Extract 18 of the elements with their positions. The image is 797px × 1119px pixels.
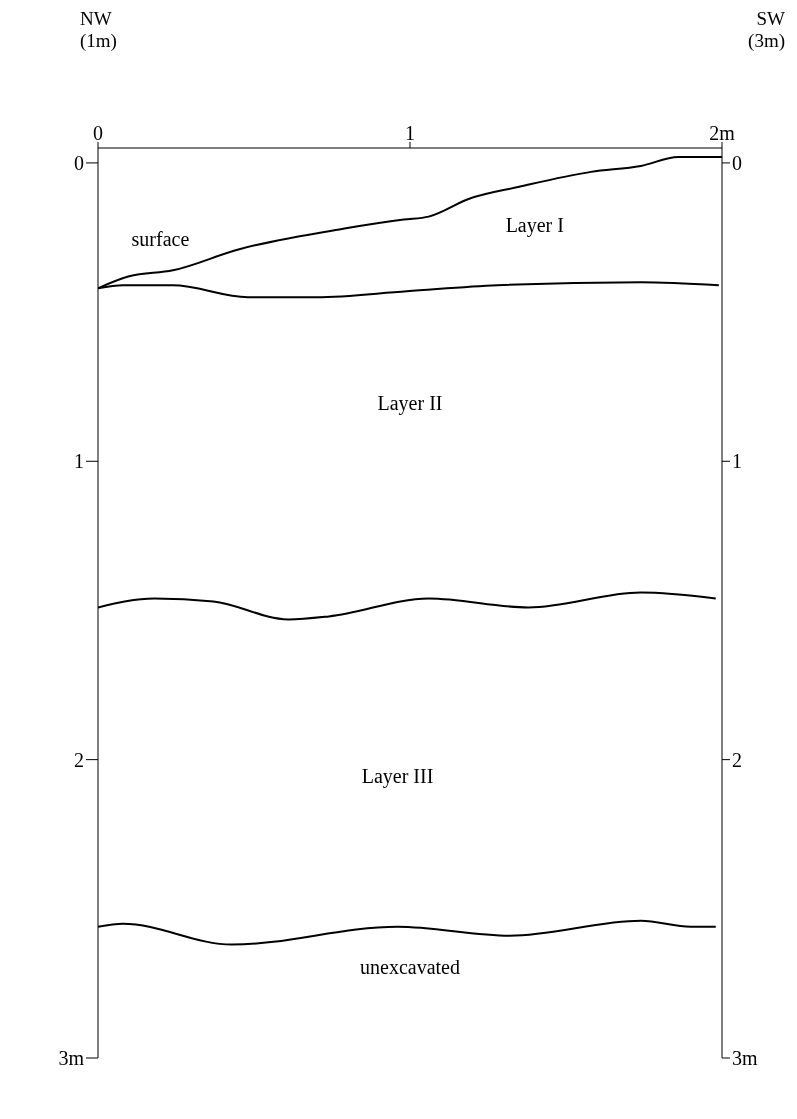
y2-tick-label: 1: [732, 450, 742, 473]
annotation: surface: [131, 227, 190, 251]
x-tick-label: 0: [93, 122, 103, 144]
y2-tick-label: 3m: [732, 1047, 758, 1070]
text: SW (3m): [748, 8, 785, 52]
y-tick-label: 2: [74, 748, 84, 771]
annotation: unexcavated: [360, 955, 460, 979]
x-tick-label: 2m: [709, 122, 736, 144]
y-tick-label: 3m: [58, 1047, 85, 1070]
y-tick-label: 0: [74, 152, 84, 175]
annotation: Layer II: [377, 391, 443, 415]
y2-tick-label: 2: [732, 748, 742, 771]
text: NW (1m): [80, 8, 117, 52]
x-tick-label: 1: [405, 122, 415, 144]
y-tick-label: 1: [74, 450, 84, 473]
annotation: Layer I: [505, 213, 564, 237]
annotation: Layer III: [361, 764, 434, 788]
y2-tick-label: 0: [732, 152, 742, 175]
